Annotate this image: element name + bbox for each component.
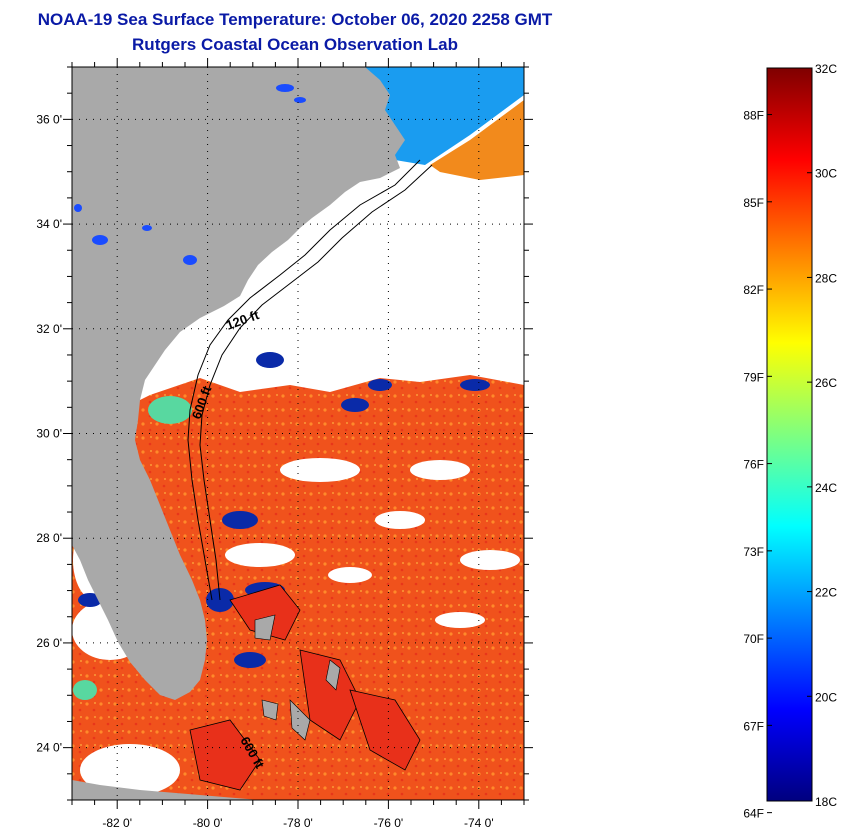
map-subtitle: Rutgers Coastal Ocean Observation Lab <box>132 35 458 54</box>
lat-label: 24 0' <box>36 741 62 755</box>
colorbar-fahrenheit-labels: 88F 85F 82F 79F 76F 73F 70F 67F 64F <box>743 109 764 821</box>
inland-lakes <box>74 84 306 265</box>
axis-ticks <box>63 58 533 809</box>
land-us-southeast <box>72 67 405 700</box>
colorbar-label-f: 70F <box>743 632 764 646</box>
colorbar-label-f: 79F <box>743 370 764 384</box>
colorbar-label-c: 20C <box>815 690 837 704</box>
isobath-contours <box>187 159 433 601</box>
colorbar-label-f: 67F <box>743 719 764 733</box>
colorbar-label-c: 24C <box>815 481 837 495</box>
colorbar-label-c: 28C <box>815 271 837 285</box>
cold-patches <box>78 352 490 668</box>
bahamas-banks <box>189 584 421 791</box>
lon-label: -80 0' <box>193 816 223 830</box>
lat-label: 30 0' <box>36 427 62 441</box>
colorbar-label-f: 82F <box>743 283 764 297</box>
lon-label: -78 0' <box>283 816 313 830</box>
colorbar-label-c: 18C <box>815 795 837 809</box>
colorbar-label-f: 85F <box>743 196 764 210</box>
sst-map: 120 ft 600 ft 600 ft <box>72 67 524 800</box>
colorbar-label-c: 26C <box>815 376 837 390</box>
colorbar: 32C 30C 28C 26C 24C 22C 20C 18C 88F 85F 82F 79F 76F… <box>743 62 837 821</box>
lat-label: 36 0' <box>36 112 62 126</box>
colorbar-label-f: 73F <box>743 545 764 559</box>
longitude-labels: -82 0' -80 0' -78 0' -76 0' -74 0' <box>102 816 493 830</box>
latitude-labels: 36 0' 34 0' 32 0' 30 0' 28 0' 26 0' 24 0' <box>36 112 62 754</box>
colorbar-ticks <box>767 67 812 814</box>
colorbar-label-f: 76F <box>743 458 764 472</box>
land-bahamas <box>254 614 341 741</box>
lat-label: 28 0' <box>36 531 62 545</box>
colorbar-label-c: 30C <box>815 167 837 181</box>
cool-coastal-water <box>73 396 192 700</box>
colorbar-label-f: 88F <box>743 109 764 123</box>
colorbar-celsius-labels: 32C 30C 28C 26C 24C 22C 20C 18C <box>815 62 837 809</box>
lat-label: 34 0' <box>36 217 62 231</box>
lat-label: 32 0' <box>36 322 62 336</box>
colorbar-label-f: 64F <box>743 807 764 821</box>
land-cuba <box>72 780 260 800</box>
lat-label: 26 0' <box>36 636 62 650</box>
colorbar-scale <box>766 67 813 802</box>
gulf-stream-north <box>430 100 524 180</box>
lon-label: -82 0' <box>102 816 132 830</box>
map-title: NOAA-19 Sea Surface Temperature: October… <box>37 10 553 29</box>
colorbar-label-c: 32C <box>815 62 837 76</box>
lon-label: -74 0' <box>464 816 494 830</box>
lon-label: -76 0' <box>374 816 404 830</box>
colorbar-label-c: 22C <box>815 586 837 600</box>
